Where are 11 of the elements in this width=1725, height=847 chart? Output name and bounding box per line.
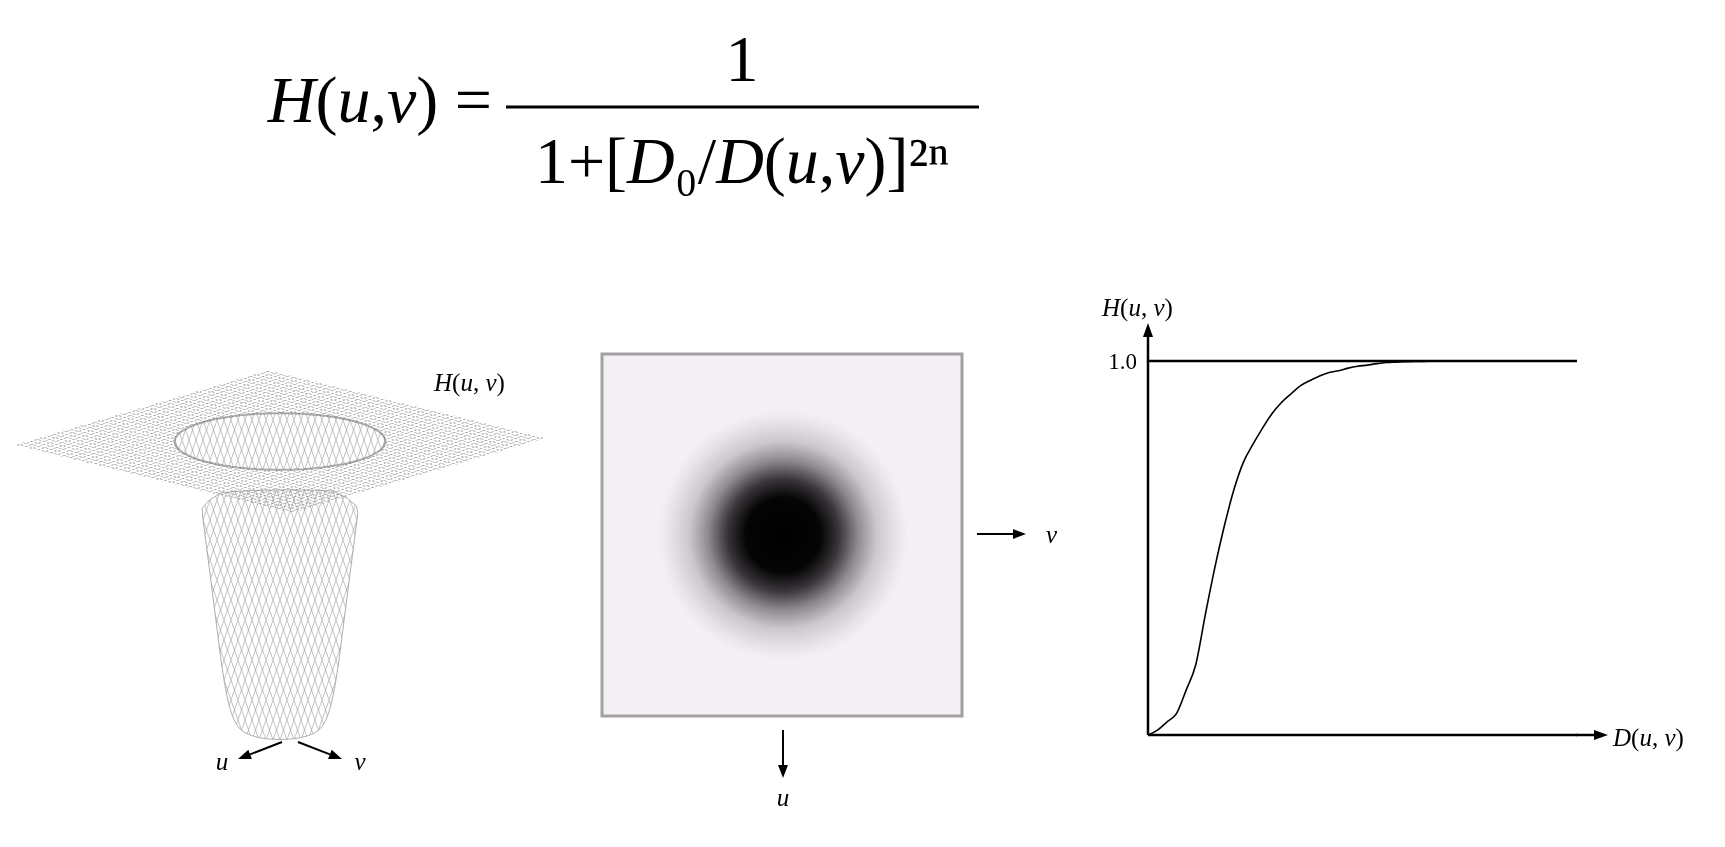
x-axis-title: D(u, v) bbox=[1612, 724, 1684, 752]
y-axis-title: H(u, v) bbox=[1101, 294, 1173, 322]
text: 1 bbox=[725, 22, 759, 95]
text: H(u,v) = bbox=[266, 63, 492, 137]
text: u bbox=[776, 784, 790, 811]
text: v bbox=[354, 748, 367, 775]
text: 1+[D₀/D(u,v)]²ⁿ bbox=[534, 124, 950, 197]
ref-line-label: 1.0 bbox=[1108, 349, 1137, 374]
text: u bbox=[215, 748, 229, 775]
text: H(u, v) bbox=[433, 369, 505, 397]
text: v bbox=[1046, 521, 1058, 548]
